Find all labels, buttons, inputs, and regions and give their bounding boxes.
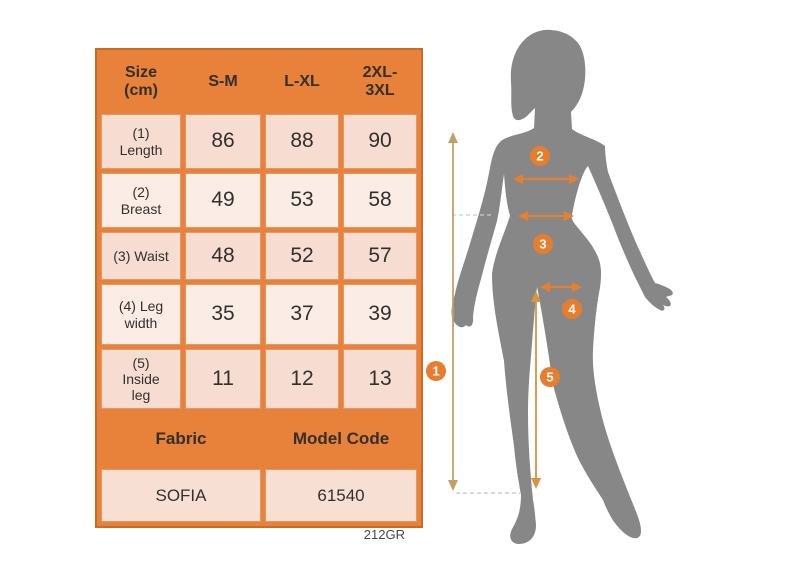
marker-2: 2 [530, 146, 550, 166]
length-arrow [448, 132, 458, 491]
table-row-breast: (2) Breast 49 53 58 [101, 173, 417, 228]
marker-1: 1 [426, 361, 446, 381]
value-waist-sm: 48 [185, 232, 261, 280]
leg-width-arrow [540, 282, 582, 292]
marker-4-number: 4 [568, 302, 576, 317]
value-breast-sm: 49 [185, 173, 261, 228]
value-waist-2xl3xl: 57 [343, 232, 417, 280]
table-header-row: Size (cm) S-M L-XL 2XL- 3XL [101, 54, 417, 110]
fabric-header: Fabric [101, 413, 261, 465]
fabric-value: SOFIA [101, 469, 261, 522]
header-size-2xl3xl: 2XL- 3XL [343, 54, 417, 110]
table-row-leg-width: (4) Leg width 35 37 39 [101, 284, 417, 345]
header-size-cm: Size (cm) [101, 54, 181, 110]
row-label-leg-width: (4) Leg width [101, 284, 181, 345]
value-inside-leg-lxl: 12 [265, 349, 339, 409]
marker-1-number: 1 [432, 364, 439, 379]
marker-2-number: 2 [536, 149, 543, 164]
table-footer-header-row: Fabric Model Code [101, 413, 417, 465]
table-row-waist: (3) Waist 48 52 57 [101, 232, 417, 280]
row-label-waist: (3) Waist [101, 232, 181, 280]
value-breast-lxl: 53 [265, 173, 339, 228]
row-label-inside-leg: (5) Inside leg [101, 349, 181, 409]
model-code-header: Model Code [265, 413, 417, 465]
value-breast-2xl3xl: 58 [343, 173, 417, 228]
value-inside-leg-2xl3xl: 13 [343, 349, 417, 409]
value-length-lxl: 88 [265, 114, 339, 169]
marker-5-number: 5 [546, 370, 553, 385]
size-table-wrap: Size (cm) S-M L-XL 2XL- 3XL (1) Length 8… [95, 48, 423, 528]
table-footer-value-row: SOFIA 61540 [101, 469, 417, 522]
marker-5: 5 [540, 367, 560, 387]
row-label-length: (1) Length [101, 114, 181, 169]
style-code-footnote: 212GR [363, 527, 405, 542]
measurement-diagram: 1 2 3 4 5 [426, 29, 673, 544]
model-code-value: 61540 [265, 469, 417, 522]
value-waist-lxl: 52 [265, 232, 339, 280]
row-label-breast: (2) Breast [101, 173, 181, 228]
breast-arrow [513, 174, 579, 184]
table-row-inside-leg: (5) Inside leg 11 12 13 [101, 349, 417, 409]
value-leg-width-lxl: 37 [265, 284, 339, 345]
value-length-sm: 86 [185, 114, 261, 169]
value-leg-width-2xl3xl: 39 [343, 284, 417, 345]
table-row-length: (1) Length 86 88 90 [101, 114, 417, 169]
marker-4: 4 [562, 299, 582, 319]
value-length-2xl3xl: 90 [343, 114, 417, 169]
value-inside-leg-sm: 11 [185, 349, 261, 409]
inside-leg-arrow [531, 291, 541, 489]
waist-arrow [518, 211, 574, 221]
header-size-lxl: L-XL [265, 54, 339, 110]
marker-3: 3 [533, 234, 553, 254]
marker-3-number: 3 [539, 237, 546, 252]
header-size-sm: S-M [185, 54, 261, 110]
value-leg-width-sm: 35 [185, 284, 261, 345]
size-table: Size (cm) S-M L-XL 2XL- 3XL (1) Length 8… [95, 48, 423, 528]
